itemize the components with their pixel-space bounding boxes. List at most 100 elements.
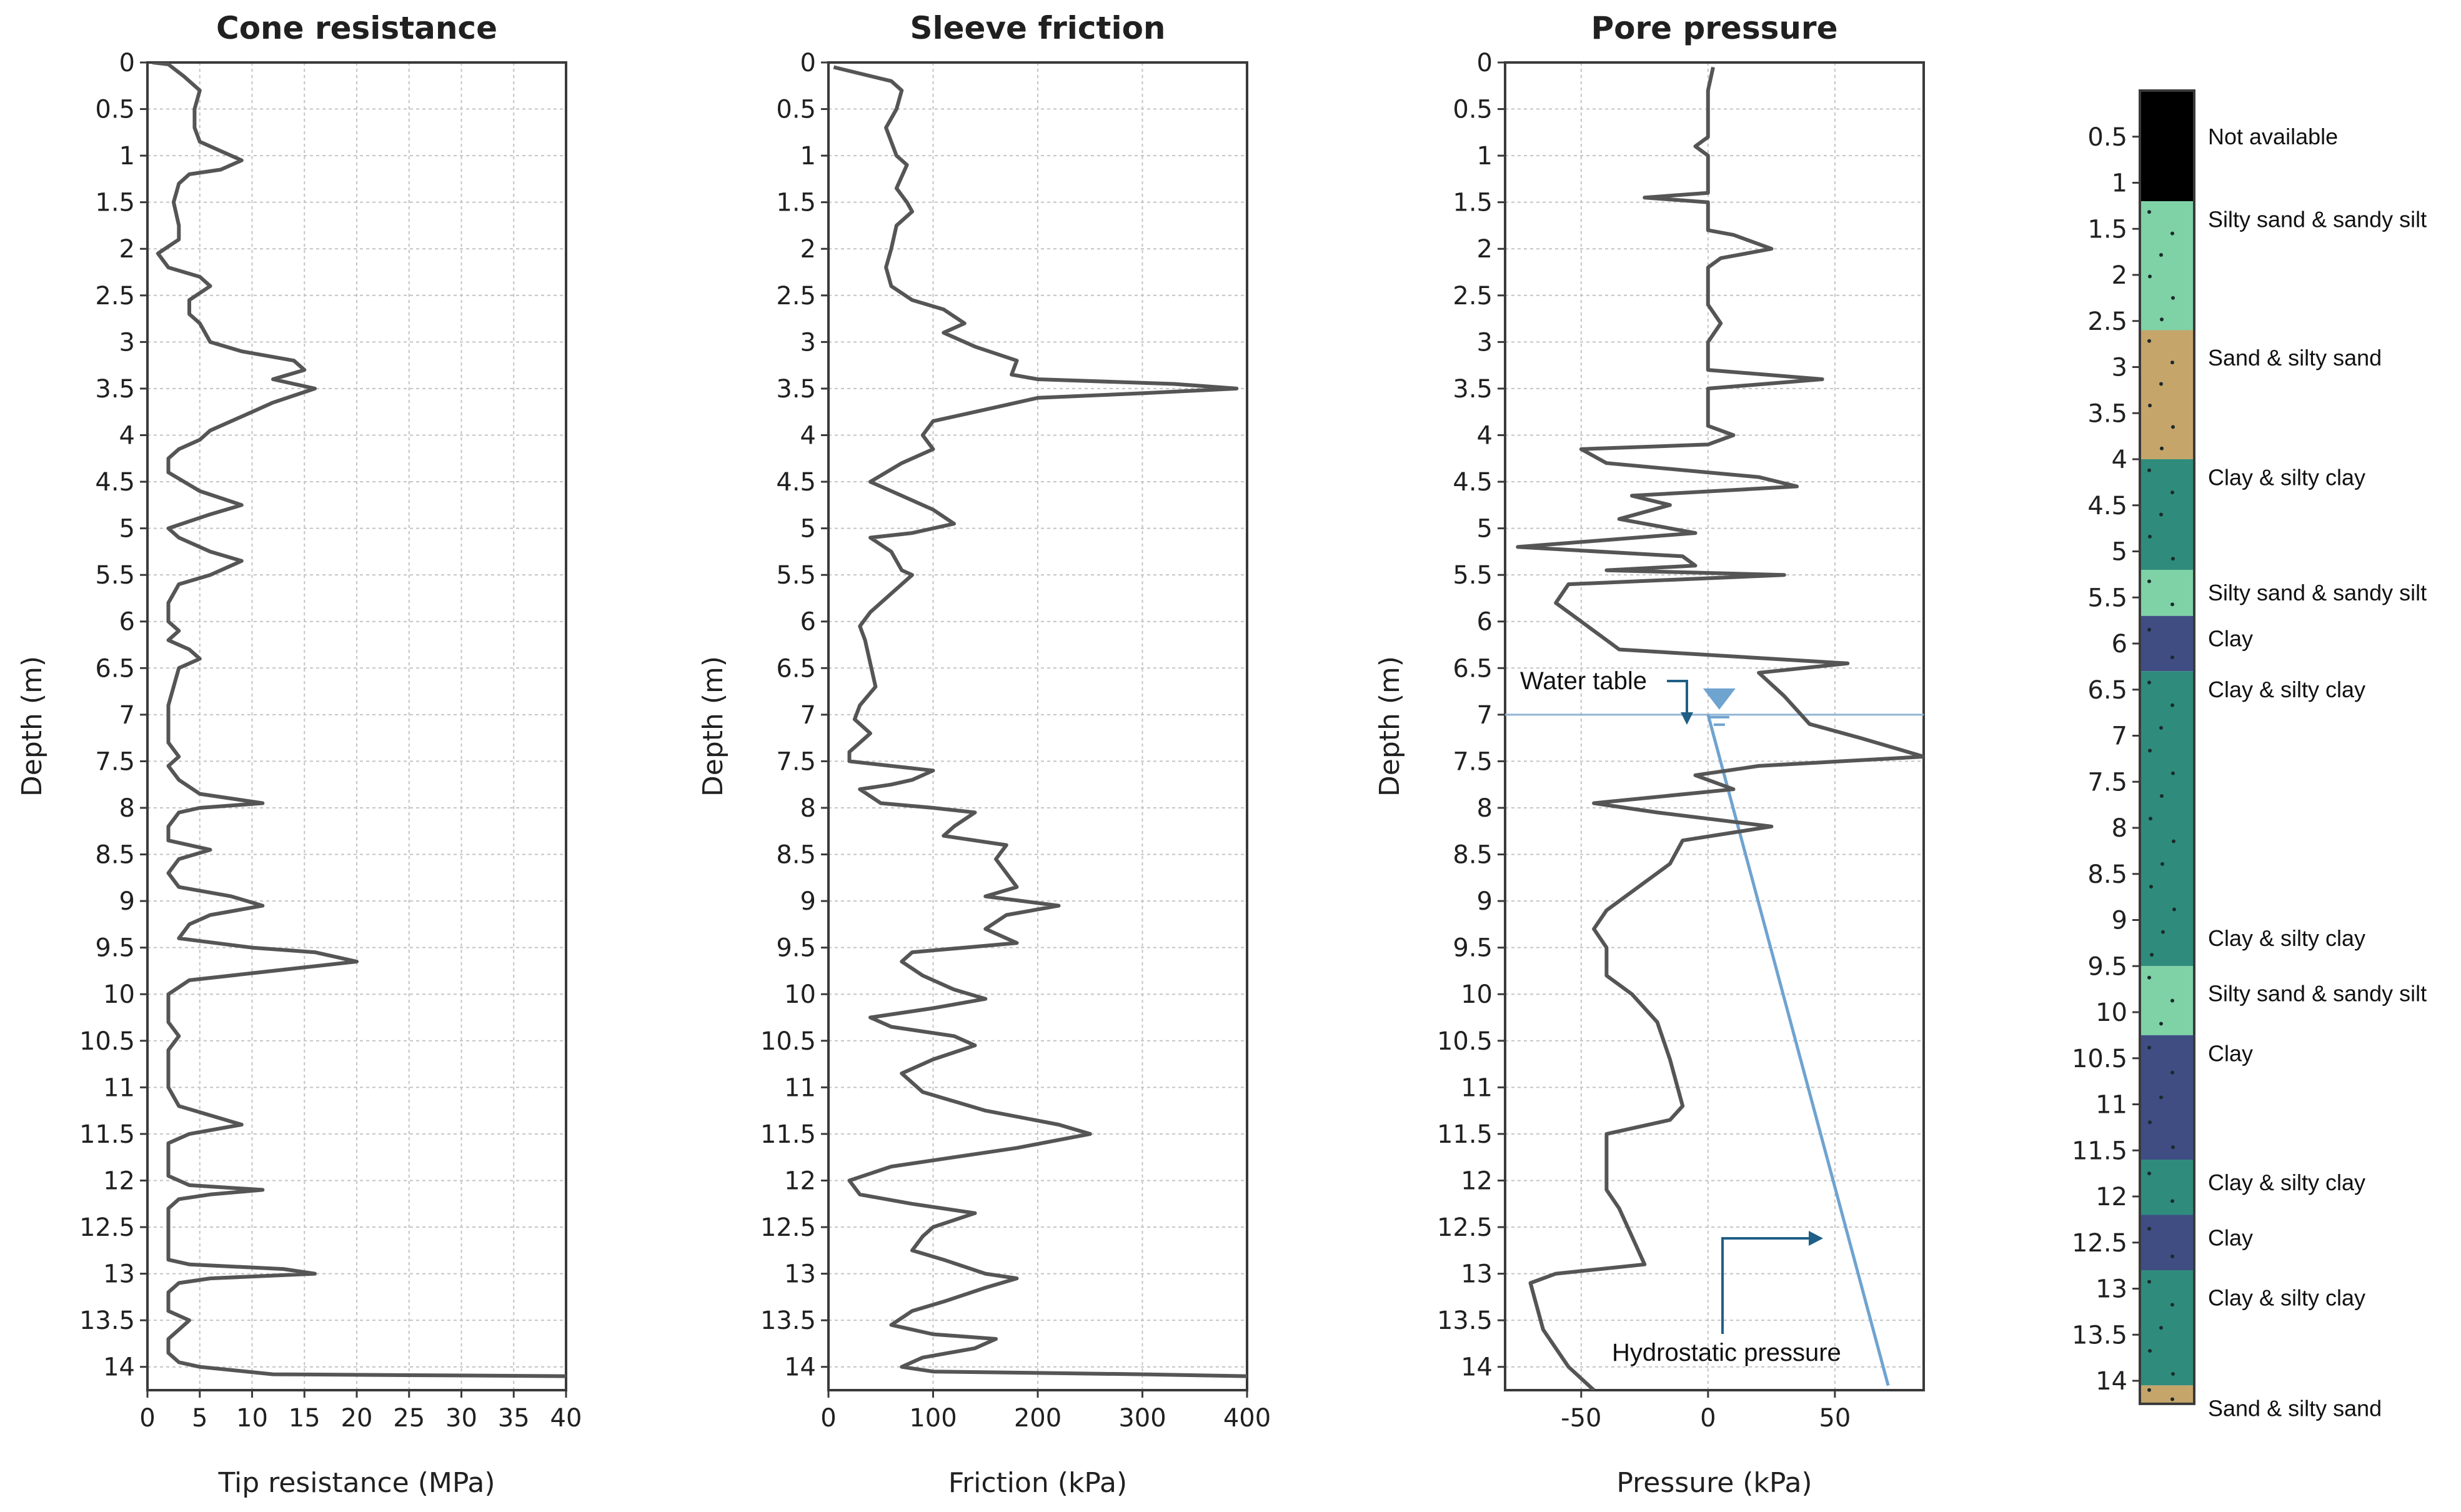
- y-tick-label: 1.5: [95, 189, 135, 217]
- y-tick-label: 3: [800, 328, 816, 357]
- soil-texture-dot: [2149, 817, 2152, 821]
- y-tick-label: 7: [119, 701, 135, 730]
- y-tick-label: 13.5: [760, 1306, 816, 1335]
- y-tick-label: 6.5: [776, 654, 816, 683]
- y-tick-label: 8.5: [776, 841, 816, 870]
- water-table-arrow-head: [1681, 712, 1693, 725]
- soil-depth-tick-label: 9: [2112, 907, 2127, 935]
- soil-depth-tick-label: 2.5: [2087, 307, 2127, 336]
- soil-depth-tick-label: 10: [2096, 998, 2127, 1027]
- soil-depth-tick-label: 12.5: [2072, 1229, 2127, 1258]
- soil-layer-band: [2140, 1035, 2194, 1160]
- y-tick-label: 3.5: [776, 375, 816, 404]
- y-tick-label: 1.5: [776, 189, 816, 217]
- y-tick-label: 8: [1477, 794, 1493, 823]
- y-axis-label: Depth (m): [16, 656, 48, 797]
- y-tick-label: 11: [784, 1073, 816, 1102]
- y-tick-label: 2.5: [776, 282, 816, 311]
- y-tick-label: 2: [1477, 235, 1493, 264]
- soil-texture-dot: [2170, 1254, 2174, 1258]
- y-tick-label: 0: [1477, 49, 1493, 77]
- y-tick-label: 0.5: [776, 96, 816, 124]
- y-tick-label: 13: [784, 1260, 816, 1289]
- y-tick-label: 9.5: [1453, 934, 1493, 963]
- soil-depth-tick-label: 7: [2112, 722, 2127, 751]
- soil-depth-tick-label: 5: [2112, 538, 2127, 567]
- soil-layer-label: Clay & silty clay: [2208, 465, 2365, 490]
- x-tick-label: 15: [289, 1404, 321, 1433]
- y-tick-label: 6: [1477, 608, 1493, 637]
- soil-depth-tick-label: 14: [2096, 1367, 2127, 1396]
- soil-texture-dot: [2147, 1388, 2151, 1392]
- soil-texture-dot: [2147, 579, 2151, 584]
- soil-texture-dot: [2159, 382, 2163, 386]
- y-tick-label: 4.5: [95, 468, 135, 497]
- soil-depth-tick-label: 6: [2112, 630, 2127, 659]
- soil-texture-dot: [2147, 1045, 2151, 1050]
- soil-texture-dot: [2171, 425, 2175, 429]
- y-tick-label: 0: [119, 49, 135, 77]
- x-tick-label: 5: [192, 1404, 207, 1433]
- y-tick-label: 14: [1461, 1353, 1493, 1382]
- y-tick-label: 0.5: [95, 96, 135, 124]
- soil-layer-label: Silty sand & sandy silt: [2208, 207, 2427, 232]
- y-tick-label: 4: [119, 421, 135, 450]
- soil-layer-label: Clay & silty clay: [2208, 1285, 2365, 1310]
- soil-texture-dot: [2170, 1303, 2174, 1307]
- y-tick-label: 12: [103, 1166, 135, 1195]
- y-tick-label: 3.5: [1453, 375, 1493, 404]
- soil-texture-dot: [2148, 274, 2152, 279]
- y-tick-label: 2: [800, 235, 816, 264]
- y-tick-label: 2: [119, 235, 135, 264]
- soil-texture-dot: [2172, 839, 2175, 843]
- soil-texture-dot: [2171, 771, 2175, 775]
- soil-texture-dot: [2147, 210, 2151, 214]
- y-tick-label: 10: [784, 980, 816, 1009]
- soil-layer-band: [2140, 330, 2194, 459]
- y-tick-label: 11.5: [1437, 1120, 1493, 1149]
- y-tick-label: 11.5: [760, 1120, 816, 1149]
- soil-depth-tick-label: 11: [2096, 1091, 2127, 1120]
- x-axis-label: Pressure (kPa): [1616, 1467, 1812, 1499]
- soil-texture-dot: [2147, 1280, 2151, 1284]
- y-tick-label: 10: [103, 980, 135, 1009]
- friction-title: Sleeve friction: [910, 10, 1165, 46]
- y-tick-label: 11: [103, 1073, 135, 1102]
- soil-texture-dot: [2171, 296, 2175, 300]
- y-tick-label: 9: [119, 887, 135, 916]
- soil-depth-tick-label: 8.5: [2087, 860, 2127, 889]
- y-tick-label: 13: [103, 1260, 135, 1289]
- y-tick-label: 8: [119, 794, 135, 823]
- soil-texture-dot: [2149, 885, 2153, 889]
- soil-texture-dot: [2147, 627, 2151, 632]
- y-tick-label: 5.5: [1453, 561, 1493, 590]
- soil-layer-band: [2140, 91, 2194, 201]
- y-tick-label: 7: [800, 701, 816, 730]
- pore-title: Pore pressure: [1591, 10, 1837, 46]
- y-tick-label: 0.5: [1453, 96, 1493, 124]
- soil-texture-dot: [2159, 1022, 2163, 1026]
- soil-depth-tick-label: 4: [2112, 445, 2127, 474]
- pore-series-line: [1516, 66, 1924, 1390]
- soil-depth-tick-label: 13: [2096, 1275, 2127, 1304]
- hydrostatic-label: Hydrostatic pressure: [1612, 1339, 1841, 1366]
- soil-depth-tick-label: 4.5: [2087, 492, 2127, 520]
- x-tick-label: 25: [393, 1404, 425, 1433]
- x-tick-label: -50: [1561, 1404, 1601, 1433]
- soil-texture-dot: [2159, 1095, 2163, 1100]
- soil-texture-dot: [2161, 930, 2165, 934]
- soil-texture-dot: [2150, 953, 2154, 957]
- soil-layer-label: Not available: [2208, 124, 2338, 149]
- y-tick-label: 13: [1461, 1260, 1493, 1289]
- y-tick-label: 6.5: [95, 654, 135, 683]
- y-tick-label: 9: [800, 887, 816, 916]
- y-tick-label: 3: [119, 328, 135, 357]
- soil-layer-band: [2140, 1215, 2194, 1270]
- soil-texture-dot: [2160, 446, 2164, 450]
- x-tick-label: 20: [341, 1404, 373, 1433]
- x-tick-label: 35: [498, 1404, 530, 1433]
- x-tick-label: 200: [1014, 1404, 1061, 1433]
- soil-depth-tick-label: 7.5: [2087, 768, 2127, 797]
- y-tick-label: 9: [1477, 887, 1493, 916]
